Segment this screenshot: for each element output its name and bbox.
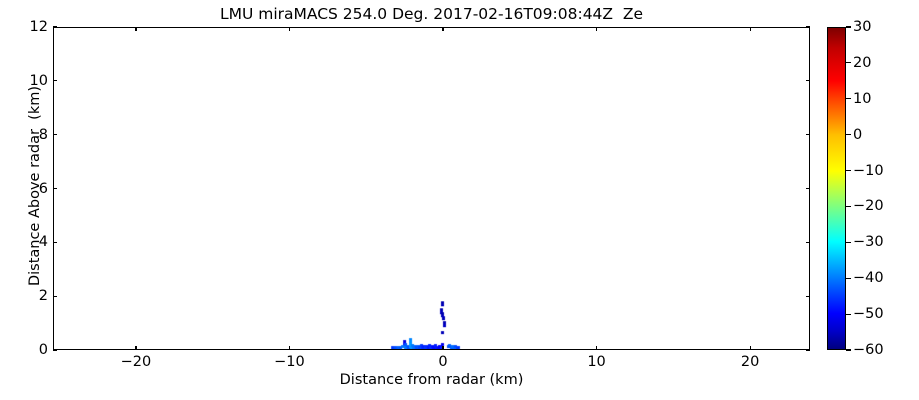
x-tick-mark-top [595, 27, 598, 31]
colorbar-tick-mark [846, 313, 851, 315]
y-tick-mark [53, 80, 57, 82]
colorbar-tick-mark [846, 26, 851, 28]
plot-axes-area[interactable] [53, 27, 810, 350]
colorbar-tick-mark [846, 241, 851, 243]
colorbar-tick-label: 30 [853, 19, 872, 35]
x-tick-mark [442, 346, 444, 350]
colorbar-tick-label: −40 [853, 270, 884, 287]
y-tick-mark [53, 187, 57, 190]
colorbar-tick-label: −50 [853, 306, 884, 323]
x-tick-mark [135, 346, 137, 350]
y-tick-label: 2 [38, 288, 48, 305]
x-tick-label: −20 [120, 354, 152, 370]
x-tick-mark-top [749, 27, 751, 31]
colorbar-tick-mark [846, 205, 851, 208]
y-tick-label: 6 [38, 180, 48, 197]
x-tick-mark [749, 346, 751, 350]
y-tick-label: 8 [38, 126, 48, 143]
x-tick-mark-top [442, 27, 444, 31]
colorbar-tick-label: −20 [853, 198, 884, 215]
x-tick-label: −10 [274, 354, 305, 370]
colorbar-tick-label: 0 [853, 126, 863, 143]
colorbar-tick-label: 20 [853, 54, 872, 71]
colorbar-tick-mark [846, 277, 851, 279]
y-tick-label: 4 [38, 234, 48, 251]
x-tick-label: 0 [438, 354, 448, 370]
scatter-data-layer [54, 28, 809, 349]
y-tick-mark-right [806, 134, 810, 136]
x-tick-label: 20 [740, 354, 760, 370]
x-tick-mark-top [288, 27, 291, 31]
colorbar-tick-mark [846, 98, 851, 100]
x-axis-label: Distance from radar (km) [339, 372, 524, 388]
x-tick-mark [595, 346, 598, 350]
colorbar-tick-mark [846, 169, 851, 172]
y-tick-label: 12 [29, 19, 48, 35]
colorbar-tick-mark [846, 134, 851, 136]
colorbar-gradient [827, 27, 846, 350]
y-tick-mark-right [806, 26, 810, 28]
y-tick-mark [53, 295, 57, 297]
y-tick-mark-right [806, 187, 810, 190]
y-tick-mark-right [806, 80, 810, 82]
y-tick-mark [53, 26, 57, 28]
x-tick-mark [288, 346, 291, 350]
y-tick-label: 0 [38, 342, 48, 358]
colorbar-tick-label: 10 [853, 90, 872, 107]
y-axis-label: Distance Above radar (km) [27, 85, 43, 287]
y-tick-mark [53, 349, 57, 351]
y-tick-mark [53, 134, 57, 136]
y-tick-mark-right [806, 241, 810, 243]
colorbar-tick-label: −30 [853, 234, 884, 251]
colorbar-tick-mark [846, 349, 851, 351]
x-tick-label: 10 [587, 354, 606, 370]
colorbar-tick-label: −60 [853, 342, 884, 358]
colorbar-tick-mark [846, 62, 851, 64]
colorbar-tick-label: −10 [853, 162, 884, 179]
y-tick-mark-right [806, 295, 810, 297]
y-tick-mark [53, 241, 57, 243]
page-title: LMU miraMACS 254.0 Deg. 2017-02-16T09:08… [219, 5, 644, 23]
y-tick-mark-right [806, 349, 810, 351]
y-tick-label: 10 [29, 72, 48, 89]
x-tick-mark-top [135, 27, 137, 31]
colorbar[interactable] [827, 27, 846, 350]
